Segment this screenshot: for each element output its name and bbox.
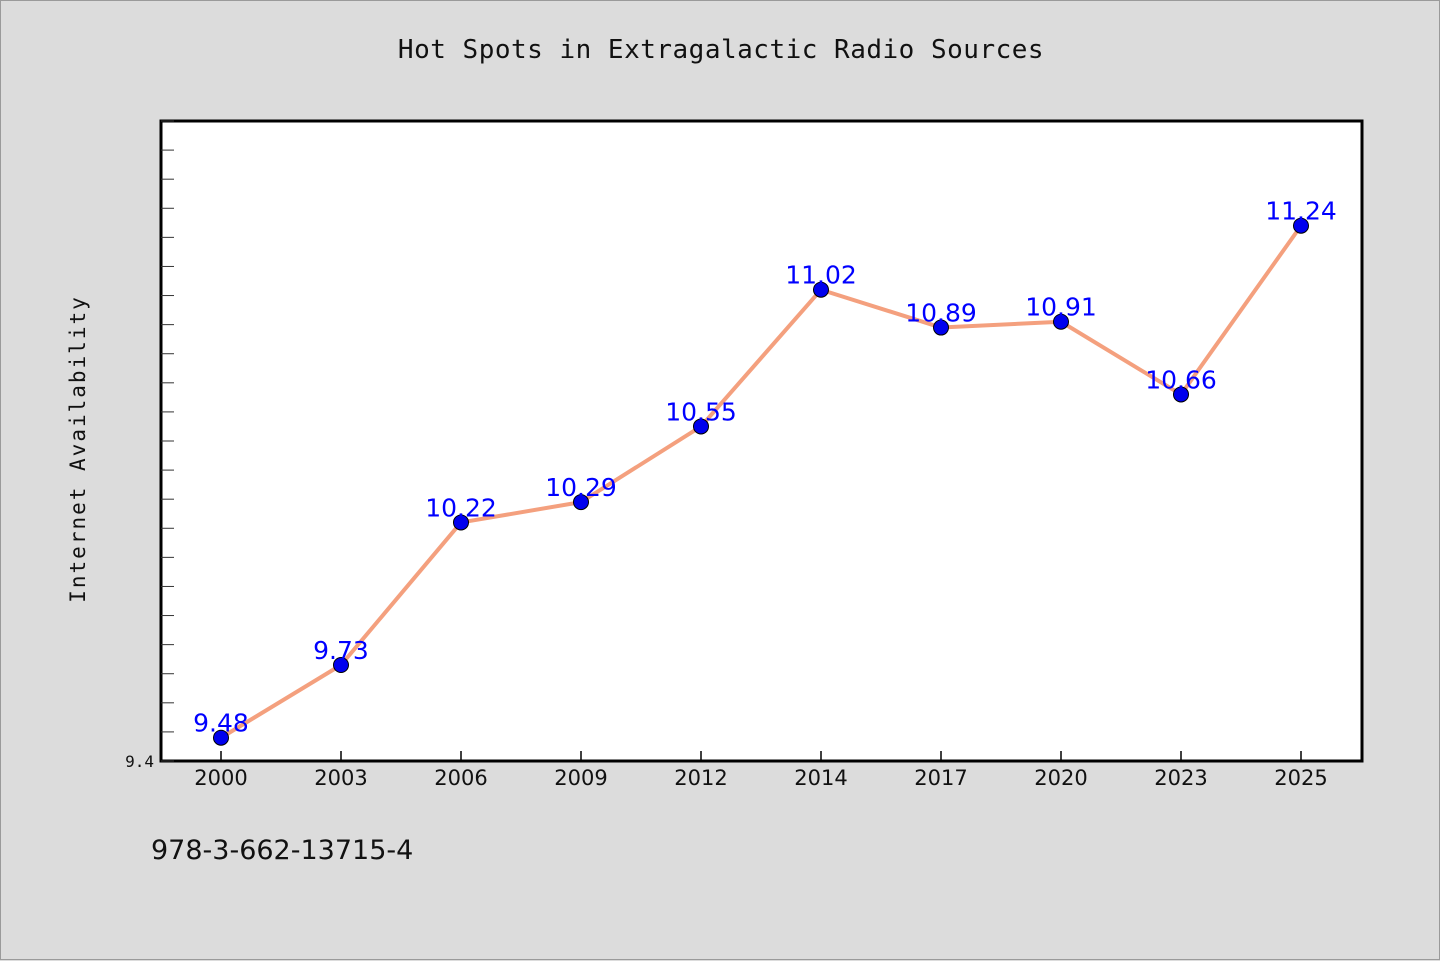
chart-title: Hot Spots in Extragalactic Radio Sources: [397, 35, 1045, 65]
data-value-label: 10.29: [545, 473, 617, 502]
x-tick-label: 2012: [674, 766, 727, 790]
data-point-marker: [1173, 386, 1189, 403]
data-point-marker: [573, 494, 589, 511]
x-tick-label: 2000: [194, 766, 247, 790]
data-value-label: 10.66: [1145, 365, 1217, 394]
isbn-caption: 978-3-662-13715-4: [151, 835, 414, 866]
data-point-marker: [933, 319, 949, 336]
data-value-label: 9.48: [193, 709, 249, 738]
data-value-label: 10.22: [425, 493, 497, 522]
data-value-label: 10.55: [665, 397, 737, 426]
x-tick-label: 2017: [914, 766, 967, 790]
x-axis-ticks: 2000 2003 2006 2009 2012 2014 2017 2020 2023 2025: [194, 751, 1328, 790]
data-value-label: 10.89: [905, 299, 977, 328]
y-tick-label: 9.4: [125, 752, 154, 771]
x-tick-label: 2006: [434, 766, 487, 790]
series-line-group: [219, 223, 1303, 740]
x-tick-label: 2023: [1154, 766, 1207, 790]
data-markers: [213, 217, 1309, 746]
data-value-label: 11.24: [1265, 197, 1337, 226]
series-line: [219, 223, 1303, 740]
data-point-marker: [1053, 313, 1069, 330]
x-tick-label: 2025: [1274, 766, 1327, 790]
data-value-label: 10.91: [1025, 293, 1097, 322]
y-axis-ticks: 9.4: [125, 120, 174, 771]
plot-area: [159, 119, 1364, 763]
data-point-marker: [213, 729, 229, 746]
x-tick-label: 2003: [314, 766, 367, 790]
data-point-marker: [693, 418, 709, 435]
data-point-marker: [333, 657, 349, 673]
x-tick-label: 2020: [1034, 766, 1087, 790]
data-value-label: 11.02: [785, 261, 857, 290]
data-point-marker: [453, 514, 469, 531]
data-value-label: 9.73: [313, 636, 369, 665]
data-labels: 9.48 9.73 10.22 10.29 10.55 11.02 10.89 10.91 10…: [193, 197, 1337, 738]
x-tick-label: 2014: [794, 766, 847, 790]
data-point-marker: [813, 281, 829, 298]
x-tick-label: 2009: [554, 766, 607, 790]
data-point-marker: [1293, 217, 1309, 234]
